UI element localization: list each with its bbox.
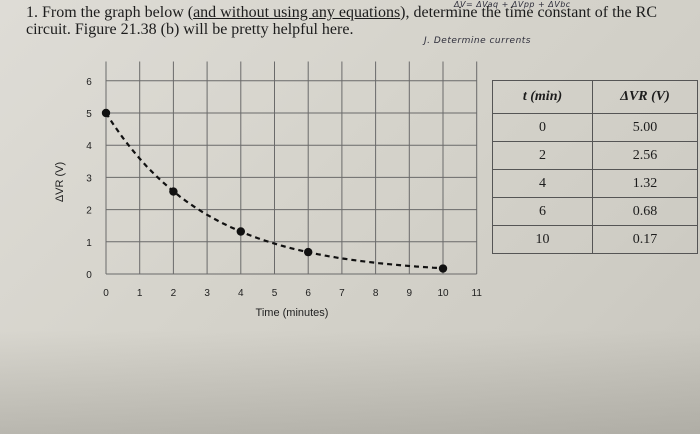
x-tick-label: 8 [373,288,379,299]
data-point [169,187,178,196]
handwritten-side-note: J. Determine currents [424,36,531,46]
table-cell: 5.00 [592,113,698,142]
table-cell: 4 [492,169,593,198]
table-cell: 2 [492,141,593,170]
table-header-row: t (min) ΔVR (V) [492,80,698,114]
y-tick-label: 3 [86,173,92,184]
x-tick-label: 2 [171,288,177,299]
data-table-wrapper: t (min) ΔVR (V) 0 5.00 2 2.56 4 1.32 6 0.68 … [492,80,698,254]
data-point [236,227,245,236]
table-row: 6 0.68 [492,197,698,226]
problem-statement: 1. From the graph below (and without usi… [26,4,686,38]
data-point [438,264,448,273]
table-cell: 2.56 [592,141,698,170]
data-table: t (min) ΔVR (V) 0 5.00 2 2.56 4 1.32 6 0.68 … [492,80,698,254]
table-cell: 0 [492,113,593,142]
data-points [101,108,448,273]
x-tick-label: 6 [305,288,311,299]
paper-shadow [0,330,700,434]
x-tick-label: 7 [339,288,345,299]
x-axis-label: Time (minutes) [256,307,329,319]
chart-grid [105,61,478,275]
y-tick-label: 1 [86,238,92,249]
table-cell: 1.32 [592,169,698,198]
y-axis-label: ΔVR (V) [54,162,66,202]
trend-curve [105,112,444,270]
table-row: 0 5.00 [492,113,698,142]
handwritten-top-note: ΔV= ΔVaq + ΔVpp + ΔVbc [454,0,571,9]
x-tick-label: 11 [472,288,483,299]
table-cell: 0.17 [592,225,698,254]
table-cell: 0.68 [592,197,698,226]
x-tick-label: 0 [103,288,109,299]
problem-text-underlined: and without using any equations [193,4,401,21]
problem-line-1: 1. From the graph below (and without usi… [26,4,686,21]
table-header-time: t (min) [492,80,593,114]
problem-text-a: 1. From the graph below ( [26,4,194,21]
table-header-voltage: ΔVR (V) [592,80,698,114]
x-tick-label: 4 [238,288,244,299]
y-tick-label: 4 [86,141,92,152]
x-tick-label: 5 [272,288,278,299]
data-point [101,108,111,118]
table-row: 2 2.56 [492,141,698,170]
chart-axes: 0 1 2 3 4 5 6 7 8 9 10 11 0 1 2 3 4 5 6 [86,77,482,299]
x-tick-label: 3 [204,288,210,299]
x-tick-label: 1 [137,288,143,299]
problem-line-2: circuit. Figure 21.38 (b) will be pretty… [26,21,354,38]
data-point [304,247,313,257]
table-cell: 10 [492,225,593,254]
x-tick-label: 9 [407,288,413,299]
trend-line [105,112,444,270]
y-tick-label: 6 [86,77,92,88]
table-cell: 6 [492,197,593,226]
y-tick-label: 0 [86,270,92,281]
y-tick-label: 2 [86,206,92,217]
problem-text-b: ), determine the time constant of the RC [400,4,657,21]
x-tick-label: 10 [437,288,449,299]
y-tick-label: 5 [86,109,92,120]
table-row: 4 1.32 [492,169,698,198]
table-row: 10 0.17 [492,225,698,254]
